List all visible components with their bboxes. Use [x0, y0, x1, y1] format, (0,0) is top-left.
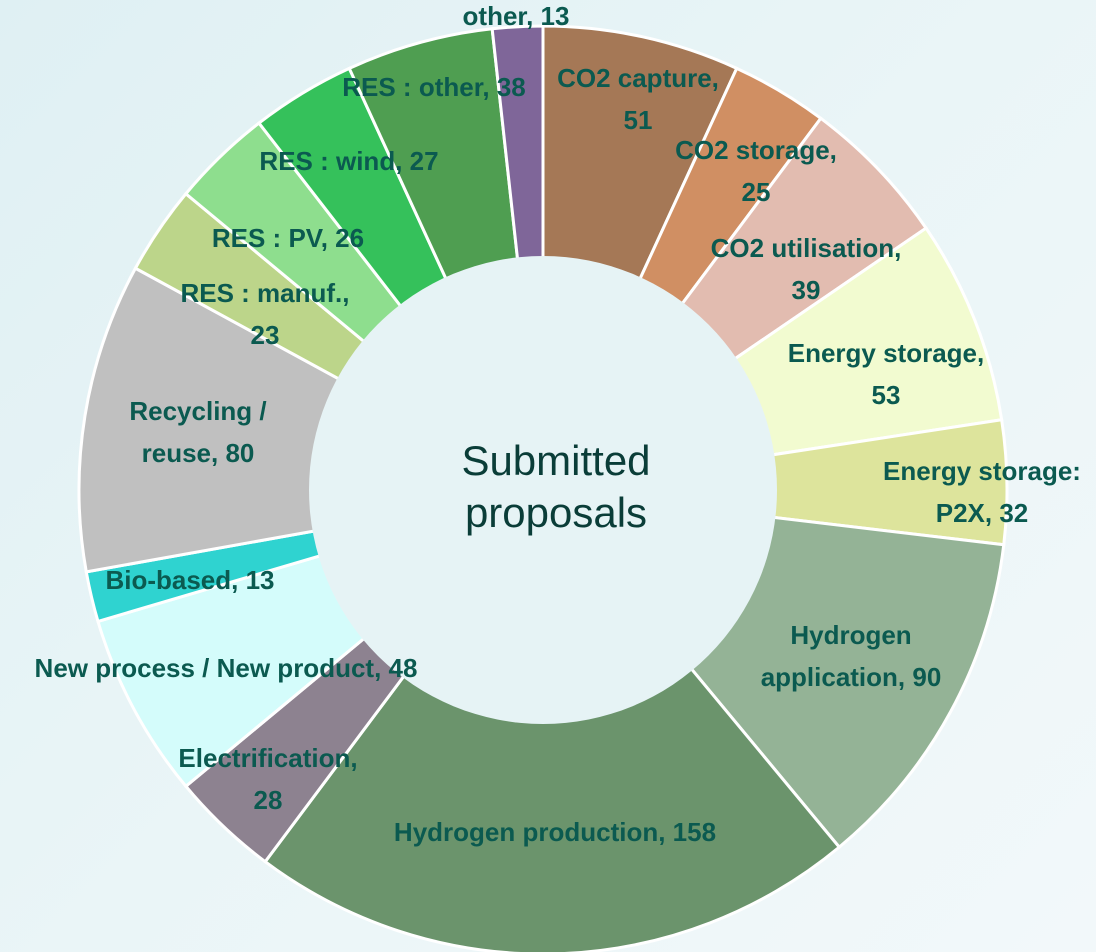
- data-label: Recycling / reuse, 80: [129, 396, 266, 468]
- donut-hole: [309, 256, 777, 724]
- data-label: CO2 utilisation, 39: [711, 233, 902, 305]
- data-label: CO2 storage, 25: [675, 135, 837, 207]
- data-label: Energy storage, 53: [788, 338, 985, 410]
- data-label: Hydrogen application, 90: [761, 620, 942, 692]
- data-label: CO2 capture, 51: [557, 63, 719, 135]
- data-label: other, 13: [463, 1, 570, 31]
- data-label: Hydrogen production, 158: [394, 817, 716, 847]
- center-label: Submitted proposals: [461, 437, 650, 536]
- data-label: RES : PV, 26: [212, 223, 364, 253]
- data-label: RES : manuf., 23: [180, 278, 349, 350]
- data-label: RES : other, 38: [342, 72, 526, 102]
- data-label: Energy storage: P2X, 32: [883, 456, 1081, 528]
- data-label: Electrification, 28: [178, 743, 357, 815]
- data-label: New process / New product, 48: [35, 653, 418, 683]
- data-label: Bio-based, 13: [105, 565, 274, 595]
- data-label: RES : wind, 27: [259, 146, 438, 176]
